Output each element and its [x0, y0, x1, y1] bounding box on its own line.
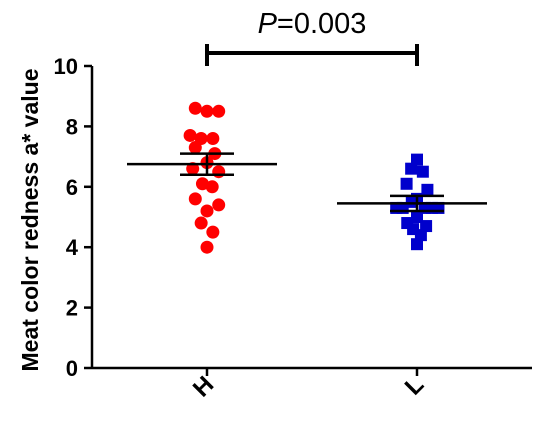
point-L	[411, 211, 423, 223]
point-H	[186, 162, 200, 176]
data-points	[183, 101, 445, 254]
y-axis-ticks: 0 2 4 6 8 10	[54, 54, 92, 381]
point-H	[206, 131, 220, 145]
y-tick-label: 2	[66, 296, 78, 321]
y-tick-label: 4	[66, 235, 79, 260]
y-axis-title: Meat color redness a* value	[17, 69, 43, 372]
point-L	[400, 177, 413, 190]
y-tick-label: 6	[66, 175, 78, 200]
y-tick-label: 10	[54, 54, 78, 79]
point-L	[411, 153, 423, 166]
x-category-label-L: L	[400, 371, 429, 400]
x-category-label-H: H	[188, 371, 219, 402]
p-label: P	[258, 8, 278, 40]
point-H	[206, 225, 220, 239]
point-H	[188, 101, 202, 115]
point-L	[405, 195, 418, 208]
point-H	[212, 104, 226, 118]
point-H	[200, 204, 214, 218]
point-H	[200, 240, 214, 254]
point-H	[188, 192, 202, 206]
point-H	[212, 165, 226, 179]
point-H	[188, 141, 202, 155]
point-L	[416, 165, 429, 178]
point-H	[195, 177, 209, 191]
point-L	[414, 229, 427, 242]
y-tick-label: 0	[66, 356, 78, 381]
point-L	[421, 183, 434, 196]
point-H	[194, 216, 208, 230]
point-H	[183, 128, 197, 142]
mean-sem-bars	[127, 152, 487, 213]
y-tick-label: 8	[66, 114, 78, 139]
point-H	[205, 180, 219, 194]
p-value: =0.003	[277, 8, 367, 40]
point-L	[411, 238, 423, 251]
point-H	[200, 104, 214, 118]
point-H	[212, 198, 226, 212]
point-L	[405, 162, 418, 175]
point-L	[420, 220, 433, 233]
p-value-annotation: P=0.003	[258, 8, 367, 40]
significance-bracket	[205, 44, 419, 66]
